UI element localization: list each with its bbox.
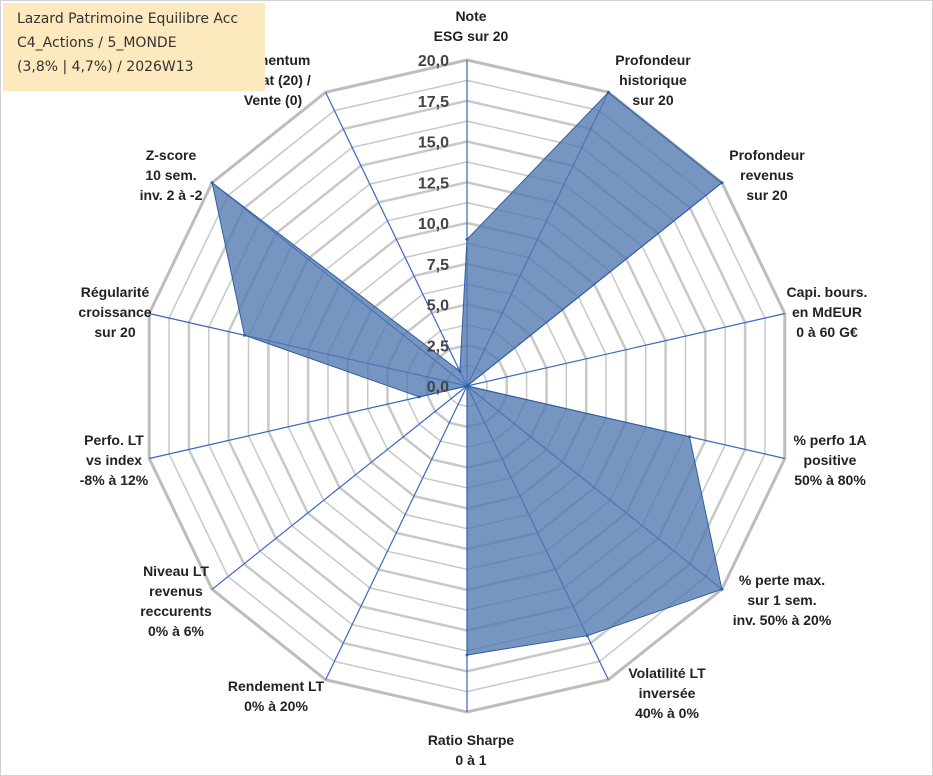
axis-label: 50% à 80% — [794, 472, 866, 488]
data-point — [465, 384, 469, 388]
axis-label: 0% à 20% — [244, 698, 308, 714]
axis-label: Volatilité LT — [628, 665, 706, 681]
fund-title-box: Lazard Patrimoine Equilibre Acc C4_Actio… — [3, 3, 265, 91]
axis-label: Profondeur — [729, 147, 805, 163]
axis-label: 0 à 1 — [455, 752, 486, 768]
tick-label: 17,5 — [418, 94, 449, 111]
axis-label: en MdEUR — [792, 304, 862, 320]
axis-label: croissance — [78, 304, 151, 320]
axis-line — [325, 92, 468, 387]
axis-line — [325, 385, 468, 680]
axis-label: sur 20 — [746, 187, 787, 203]
axis-label: sur 20 — [632, 92, 673, 108]
axis-label: Perfo. LT — [84, 432, 144, 448]
axis-label: 0% à 6% — [148, 623, 205, 639]
axis-label: Capi. bours. — [787, 284, 868, 300]
data-point — [606, 90, 610, 94]
axis-label: inversée — [639, 685, 696, 701]
axis-label: revenus — [740, 167, 794, 183]
tick-label: 2,5 — [427, 338, 449, 355]
axis-label: sur 20 — [94, 324, 135, 340]
fund-name: Lazard Patrimoine Equilibre Acc — [17, 11, 239, 27]
axis-label: 0 à 60 G€ — [796, 324, 858, 340]
data-point — [243, 333, 246, 337]
axis-label: 40% à 0% — [635, 705, 699, 721]
axis-label: Z-score — [146, 147, 197, 163]
axis-label: sur 1 sem. — [747, 592, 816, 608]
fund-period: (3,8% | 4,7%) / 2026W13 — [17, 59, 194, 75]
tick-label: 12,5 — [418, 175, 449, 192]
axis-label: reccurents — [140, 603, 212, 619]
data-point — [210, 181, 214, 185]
fund-category: C4_Actions / 5_MONDE — [17, 35, 177, 51]
axis-label: historique — [619, 72, 687, 88]
data-point — [720, 587, 724, 591]
data-point — [417, 395, 421, 399]
axis-label: vs index — [86, 452, 142, 468]
data-point — [458, 369, 462, 373]
data-point — [585, 634, 589, 638]
data-point — [465, 653, 469, 657]
axis-line — [211, 385, 468, 590]
tick-label: 7,5 — [427, 257, 449, 274]
axis-label: revenus — [149, 583, 203, 599]
axis-label: positive — [804, 452, 857, 468]
data-point — [720, 181, 724, 185]
data-point — [465, 237, 469, 241]
axis-label: % perfo 1A — [793, 432, 866, 448]
series-area — [211, 91, 723, 656]
tick-label: 0,0 — [427, 379, 449, 396]
tick-label: 20,0 — [418, 53, 449, 70]
axis-label: Rendement LT — [228, 678, 325, 694]
axis-label: % perte max. — [739, 572, 825, 588]
axis-label: Ratio Sharpe — [428, 732, 515, 748]
tick-label: 5,0 — [427, 298, 449, 315]
axis-label: inv. 50% à 20% — [733, 612, 832, 628]
tick-label: 15,0 — [418, 135, 449, 152]
axis-label: ESG sur 20 — [434, 28, 509, 44]
axis-label: Vente (0) — [244, 92, 302, 108]
axis-label: Régularité — [81, 284, 150, 300]
axis-line — [466, 312, 785, 387]
axis-label: inv. 2 à -2 — [140, 187, 203, 203]
axis-label: Note — [455, 8, 486, 24]
tick-label: 10,0 — [418, 216, 449, 233]
data-point — [688, 435, 691, 439]
axis-label: 10 sem. — [145, 167, 196, 183]
axis-line — [149, 385, 468, 460]
axis-label: -8% à 12% — [80, 472, 149, 488]
axis-label: Profondeur — [615, 52, 691, 68]
axis-label: Niveau LT — [143, 563, 209, 579]
